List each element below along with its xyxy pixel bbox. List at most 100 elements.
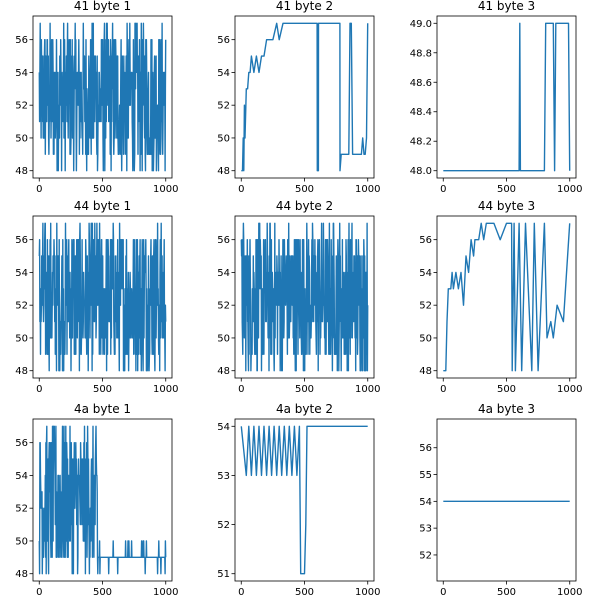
y-tick-label: 48.2 [410, 137, 432, 148]
x-tick-label: 0 [36, 587, 42, 598]
x-tick-label: 500 [295, 184, 314, 195]
x-tick-label: 500 [497, 587, 516, 598]
y-tick-label: 50 [15, 133, 28, 144]
plot-frame [436, 215, 577, 379]
y-tick-label: 48 [15, 569, 28, 580]
y-tick-label: 51 [217, 569, 230, 580]
subplot-title: 4a byte 3 [478, 402, 535, 416]
x-tick-label: 1000 [153, 184, 178, 195]
subplot-title: 41 byte 1 [74, 0, 131, 13]
y-tick-label: 52 [217, 520, 230, 531]
series-line [241, 22, 369, 172]
series-line [38, 22, 167, 172]
subplot-title: 41 byte 3 [478, 0, 535, 13]
y-tick-label: 48 [217, 166, 230, 177]
y-tick-label: 54 [419, 268, 432, 279]
y-tick-label: 52 [15, 101, 28, 112]
x-tick-label: 0 [238, 184, 244, 195]
x-tick-label: 500 [295, 384, 314, 395]
y-tick-label: 56 [15, 235, 28, 246]
x-tick-label: 1000 [557, 384, 582, 395]
y-tick-label: 56 [217, 235, 230, 246]
y-tick-label: 56 [419, 443, 432, 454]
y-tick-label: 50 [217, 133, 230, 144]
x-tick-label: 500 [295, 587, 314, 598]
y-tick-label: 48 [419, 366, 432, 377]
y-tick-label: 48.6 [410, 78, 432, 89]
series-line [443, 22, 571, 172]
x-tick-label: 0 [238, 384, 244, 395]
x-tick-label: 500 [497, 384, 516, 395]
y-tick-label: 54 [419, 497, 432, 508]
y-tick-label: 48 [15, 366, 28, 377]
subplot-title: 4a byte 1 [74, 402, 131, 416]
x-tick-label: 0 [440, 587, 446, 598]
subplot-marks-6: 0 500 1000 48 50 52 54 56 [15, 425, 178, 598]
y-tick-label: 52 [217, 301, 230, 312]
y-tick-label: 53 [419, 524, 432, 535]
y-tick-label: 56 [419, 235, 432, 246]
y-tick-label: 50 [15, 333, 28, 344]
subplot-title: 44 byte 1 [74, 199, 131, 213]
subplot-marks-7: 0 500 1000 51 52 53 54 [217, 422, 380, 598]
y-tick-label: 48.4 [410, 107, 432, 118]
subplot-title: 4a byte 2 [276, 402, 333, 416]
subplot-marks-0: 0 500 1000 48 50 52 54 56 [15, 22, 178, 195]
x-tick-label: 500 [497, 184, 516, 195]
y-tick-label: 56 [217, 35, 230, 46]
x-tick-label: 1000 [355, 384, 380, 395]
y-tick-label: 53 [217, 471, 230, 482]
series-line [38, 425, 167, 575]
x-tick-label: 1000 [355, 184, 380, 195]
y-tick-label: 50 [217, 333, 230, 344]
y-tick-label: 54 [217, 68, 230, 79]
y-tick-label: 50 [419, 333, 432, 344]
x-tick-label: 1000 [557, 587, 582, 598]
y-tick-label: 48.0 [410, 166, 432, 177]
plot-frame [436, 418, 577, 582]
subplot-marks-8: 0 500 1000 52 53 54 55 56 [419, 443, 582, 598]
y-tick-label: 48 [15, 166, 28, 177]
y-tick-label: 54 [217, 422, 230, 433]
series-line [443, 222, 571, 372]
x-tick-label: 1000 [153, 587, 178, 598]
subplot-marks-2: 0 500 1000 48.0 48.2 48.4 48.6 48.8 49.0 [410, 19, 583, 195]
series-line [38, 222, 167, 372]
y-tick-label: 55 [419, 470, 432, 481]
y-tick-label: 52 [419, 550, 432, 561]
y-tick-label: 54 [15, 68, 28, 79]
x-tick-label: 0 [36, 384, 42, 395]
x-tick-label: 0 [440, 384, 446, 395]
x-tick-label: 0 [238, 587, 244, 598]
x-tick-label: 0 [440, 184, 446, 195]
subplot-marks-1: 0 500 1000 48 50 52 54 56 [217, 22, 380, 195]
series-line [240, 222, 369, 372]
y-tick-label: 56 [15, 438, 28, 449]
x-tick-label: 500 [93, 384, 112, 395]
y-tick-label: 54 [15, 268, 28, 279]
subplot-title: 44 byte 2 [276, 199, 333, 213]
y-tick-label: 52 [15, 504, 28, 515]
x-tick-label: 0 [36, 184, 42, 195]
y-tick-label: 52 [419, 301, 432, 312]
y-tick-label: 49.0 [410, 19, 432, 30]
y-tick-label: 52 [217, 101, 230, 112]
subplot-4a-byte-3: 4a byte 3 [436, 402, 577, 582]
subplot-marks-4: 0 500 1000 48 50 52 54 56 [217, 222, 380, 395]
y-tick-label: 54 [217, 268, 230, 279]
y-tick-label: 52 [15, 301, 28, 312]
y-tick-label: 54 [15, 471, 28, 482]
x-tick-label: 500 [93, 587, 112, 598]
series-line [240, 425, 368, 575]
subplot-title: 44 byte 3 [478, 199, 535, 213]
y-tick-label: 56 [15, 35, 28, 46]
x-tick-label: 1000 [557, 184, 582, 195]
y-tick-label: 48.8 [410, 48, 432, 59]
y-tick-label: 50 [15, 536, 28, 547]
subplot-marks-5: 0 500 1000 48 50 52 54 56 [419, 222, 582, 395]
x-tick-label: 1000 [355, 587, 380, 598]
subplot-marks-3: 0 500 1000 48 50 52 54 56 [15, 222, 178, 395]
x-tick-label: 500 [93, 184, 112, 195]
